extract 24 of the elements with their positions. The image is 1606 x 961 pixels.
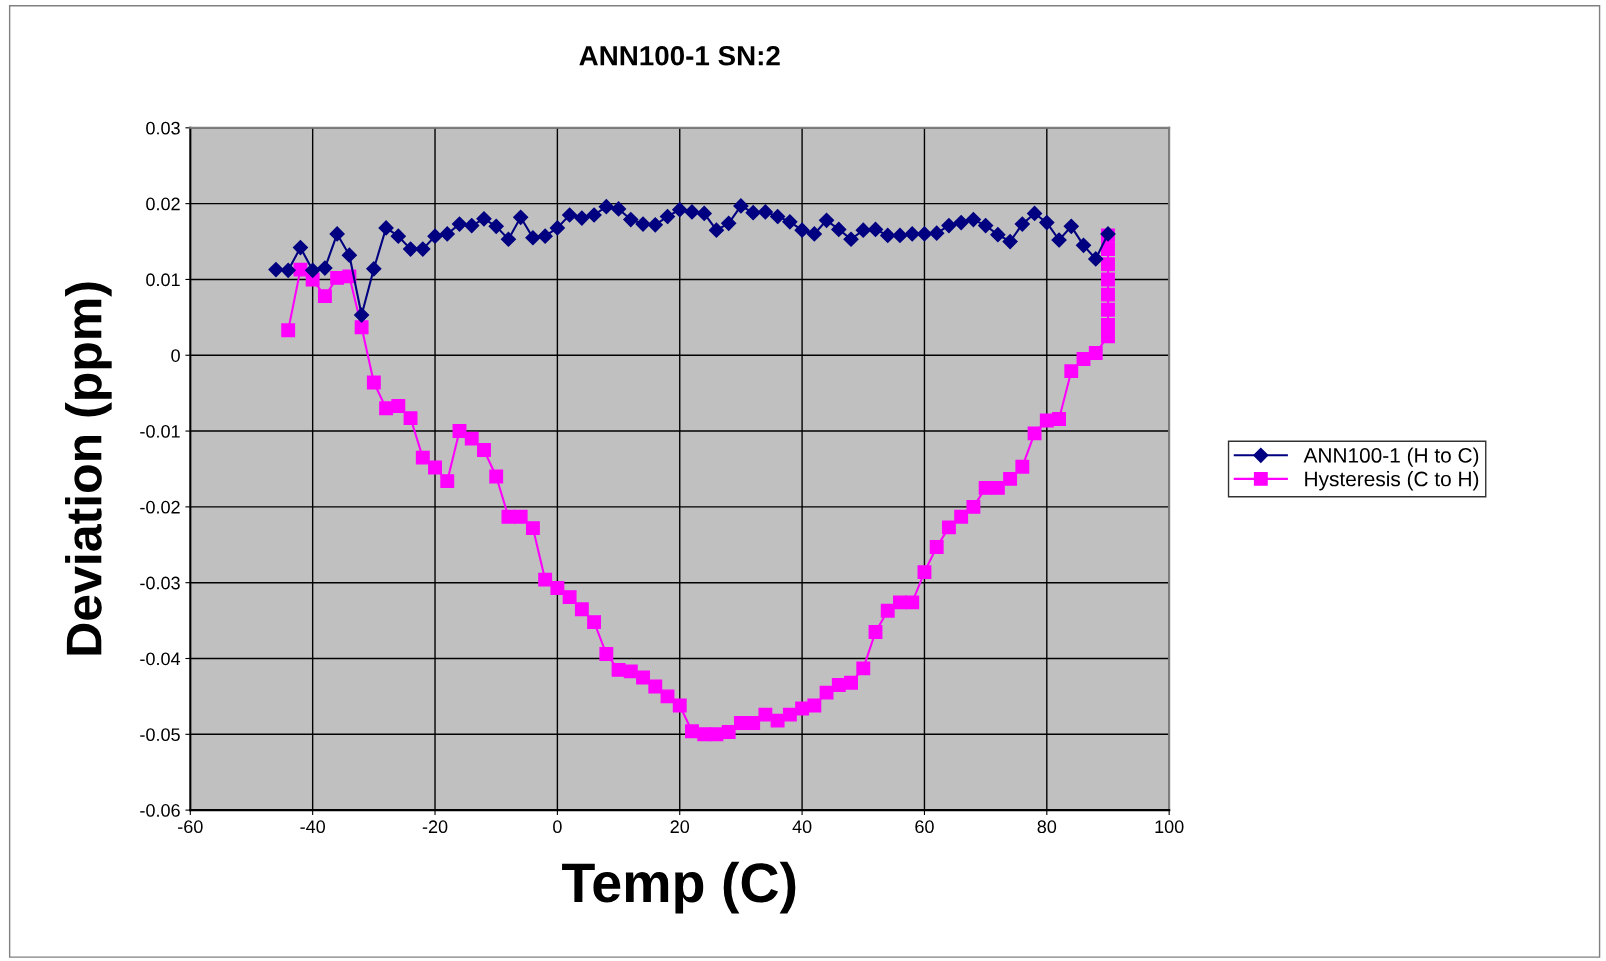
x-tick-label: 80 <box>1037 820 1057 834</box>
x-tick-label: 100 <box>1155 820 1184 834</box>
y-tick-label: 0 <box>171 349 180 362</box>
y-tick-label: 0.03 <box>146 121 180 135</box>
y-tick-label: -0.05 <box>140 728 180 742</box>
x-tick-label: 20 <box>670 820 690 834</box>
y-tick-label: -0.03 <box>140 576 180 590</box>
y-axis-title: Deviation (ppm) <box>65 282 112 655</box>
y-tick-label: -0.01 <box>140 425 180 438</box>
y-tick-label: 0.01 <box>146 273 180 287</box>
x-tick-label: -60 <box>178 820 203 834</box>
x-axis-title: Temp (C) <box>562 861 796 914</box>
chart-title: ANN100-1 SN:2 <box>579 45 780 66</box>
x-tick-label: 0 <box>553 820 562 834</box>
y-tick-label: -0.06 <box>140 804 180 817</box>
x-tick-label: 40 <box>792 820 812 834</box>
y-tick-label: -0.04 <box>140 652 181 666</box>
y-tick-label: 0.02 <box>146 197 180 211</box>
x-tick-label: -20 <box>422 820 448 834</box>
x-tick-label: 60 <box>915 820 934 834</box>
x-tick-label: -40 <box>300 820 326 834</box>
legend-label: Hysteresis (C to H) <box>1305 471 1479 491</box>
legend-label: ANN100-1 (H to C) <box>1303 447 1479 467</box>
y-tick-label: -0.02 <box>140 500 180 514</box>
